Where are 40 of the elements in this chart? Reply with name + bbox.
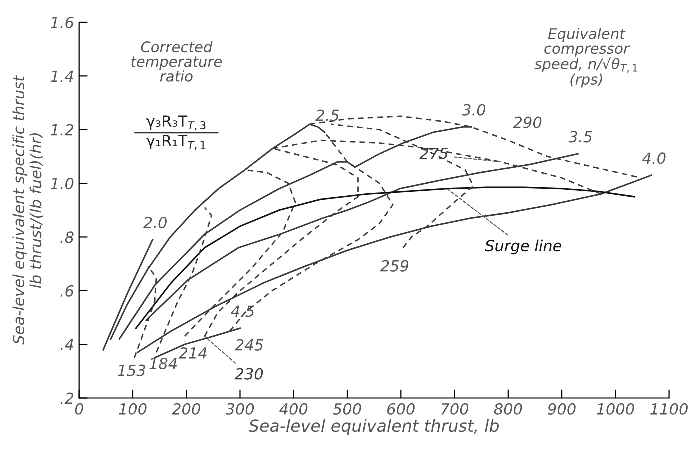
x-tick-label: 600 (388, 403, 415, 415)
series-label: 4.0 (642, 152, 666, 164)
x-tick-label: 300 (226, 403, 254, 415)
x-tick-label: 900 (548, 403, 576, 415)
x-tick-label: 1000 (596, 403, 634, 415)
series-label: 2.5 (316, 110, 340, 122)
x-tick-label: 800 (494, 403, 522, 415)
text: Equivalent compressor speed, n/√θ$_{T,1}$ (rps) (534, 28, 638, 88)
y-tick-label: 1.4 (50, 70, 74, 82)
series-label: 3.5 (568, 131, 592, 143)
annotation: γ₃R₃T$_{T,3}$ (146, 116, 206, 131)
series-label: 4.5 (231, 306, 254, 318)
x-tick-label: 100 (119, 403, 147, 415)
y-tick-label: .2 (60, 392, 74, 404)
annotation: Corrected temperature ratio (132, 41, 222, 82)
series-label: 3.0 (462, 104, 486, 116)
x-tick-label: 0 (75, 403, 84, 415)
x-axis-title: Sea-level equivalent thrust, lb (248, 419, 499, 436)
series-label: 259 (380, 260, 409, 272)
series-label: 290 (513, 116, 542, 128)
x-tick-label: 200 (172, 403, 200, 415)
y-tick-label: .6 (60, 285, 74, 297)
y-tick-label: .4 (60, 339, 74, 350)
x-tick-label: 500 (333, 403, 362, 415)
text: Surge line (485, 240, 562, 255)
series-label: 2.0 (144, 217, 167, 229)
x-tick-label: 1100 (650, 403, 688, 415)
y-tick-label: 1.0 (50, 178, 74, 190)
series-label: 153 (118, 364, 146, 376)
y-axis-title: Sea-level equivalent specific thrust lb thrust/(lb fuel)(hr) (12, 75, 44, 345)
series-label: 184 (150, 358, 178, 370)
text: 230 (234, 368, 264, 380)
annotation: γ₁R₁T$_{T,1}$ (146, 135, 206, 150)
x-tick-label: 700 (442, 403, 469, 415)
y-tick-label: 1.6 (50, 16, 74, 29)
series-label: 245 (234, 339, 264, 351)
series-label: 214 (178, 347, 207, 359)
y-tick-label: 1.2 (50, 124, 74, 136)
x-tick-label: 400 (280, 403, 308, 415)
y-tick-label: .8 (60, 232, 74, 244)
